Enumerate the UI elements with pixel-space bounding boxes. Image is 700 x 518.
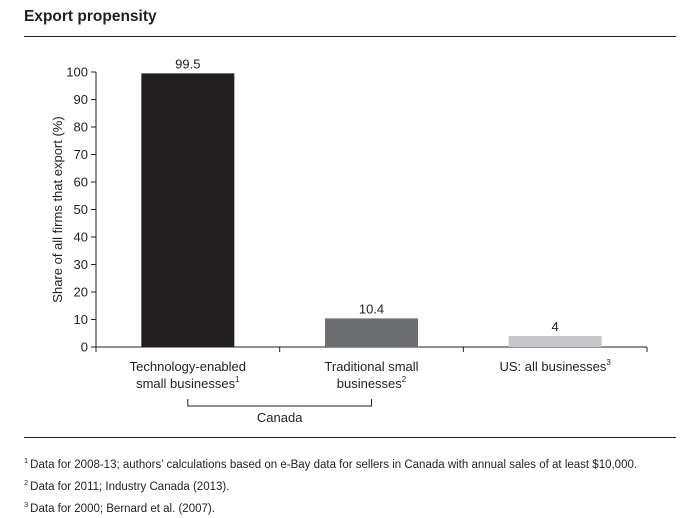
y-tick-label-50: 50 (74, 202, 88, 217)
footnote-1-text: Data for 2008-13; authors’ calculations … (30, 459, 638, 471)
group-bracket (187, 399, 372, 407)
bar-value-label-1: 10.4 (359, 301, 384, 316)
bar-chart: 0 10 20 30 40 50 60 70 80 90 100 Share of all firms… (50, 56, 648, 425)
footnote-2-mark: 2 (24, 478, 29, 487)
category-label-0-line-1: small businesses1 (136, 375, 240, 391)
footnotes: 1 Data for 2008-13; authors’ calculations… (24, 452, 637, 518)
footnote-2-text: Data for 2011; Industry Canada (2013). (30, 481, 230, 493)
y-tick-label-0: 0 (81, 340, 88, 355)
bar-0 (141, 73, 235, 347)
category-note-mark-2: 3 (606, 358, 611, 367)
footnote-2: 2 Data for 2011; Industry Canada (2013). (24, 474, 637, 496)
y-tick-label-40: 40 (74, 230, 88, 245)
y-tick-label-100: 100 (66, 65, 88, 80)
footnote-1: 1 Data for 2008-13; authors’ calculations… (24, 452, 637, 474)
y-tick-label-10: 10 (74, 312, 88, 327)
category-label-1-line-1: businesses2 (337, 375, 407, 391)
y-tick-label-80: 80 (74, 120, 88, 135)
title-rule (24, 36, 676, 37)
y-tick-label-60: 60 (74, 175, 88, 190)
footnote-3-mark: 3 (24, 500, 29, 509)
y-tick-label-20: 20 (74, 285, 88, 300)
category-note-mark-1: 2 (402, 375, 407, 384)
bar-value-label-2: 4 (552, 319, 559, 334)
bar-value-label-0: 99.5 (175, 56, 200, 71)
y-axis-label: Share of all firms that export (%) (50, 116, 65, 302)
group-bracket-label: Canada (257, 410, 303, 425)
bar-2 (508, 336, 602, 347)
category-label-1-line-0: Traditional small (324, 359, 418, 374)
bar-1 (325, 318, 418, 347)
y-tick-label-30: 30 (74, 257, 88, 272)
category-note-mark-0: 1 (235, 375, 240, 384)
category-label-2-line-0: US: all businesses3 (499, 358, 611, 374)
footnote-3-text: Data for 2000; Bernard et al. (2007). (30, 503, 215, 515)
category-label-0-line-0: Technology-enabled (130, 359, 246, 374)
footnote-1-mark: 1 (24, 456, 29, 465)
chart-title: Export propensity (24, 8, 157, 25)
y-tick-label-90: 90 (74, 92, 88, 107)
y-tick-label-70: 70 (74, 147, 88, 162)
footnote-rule (24, 437, 676, 438)
footnote-3: 3 Data for 2000; Bernard et al. (2007). (24, 496, 637, 518)
